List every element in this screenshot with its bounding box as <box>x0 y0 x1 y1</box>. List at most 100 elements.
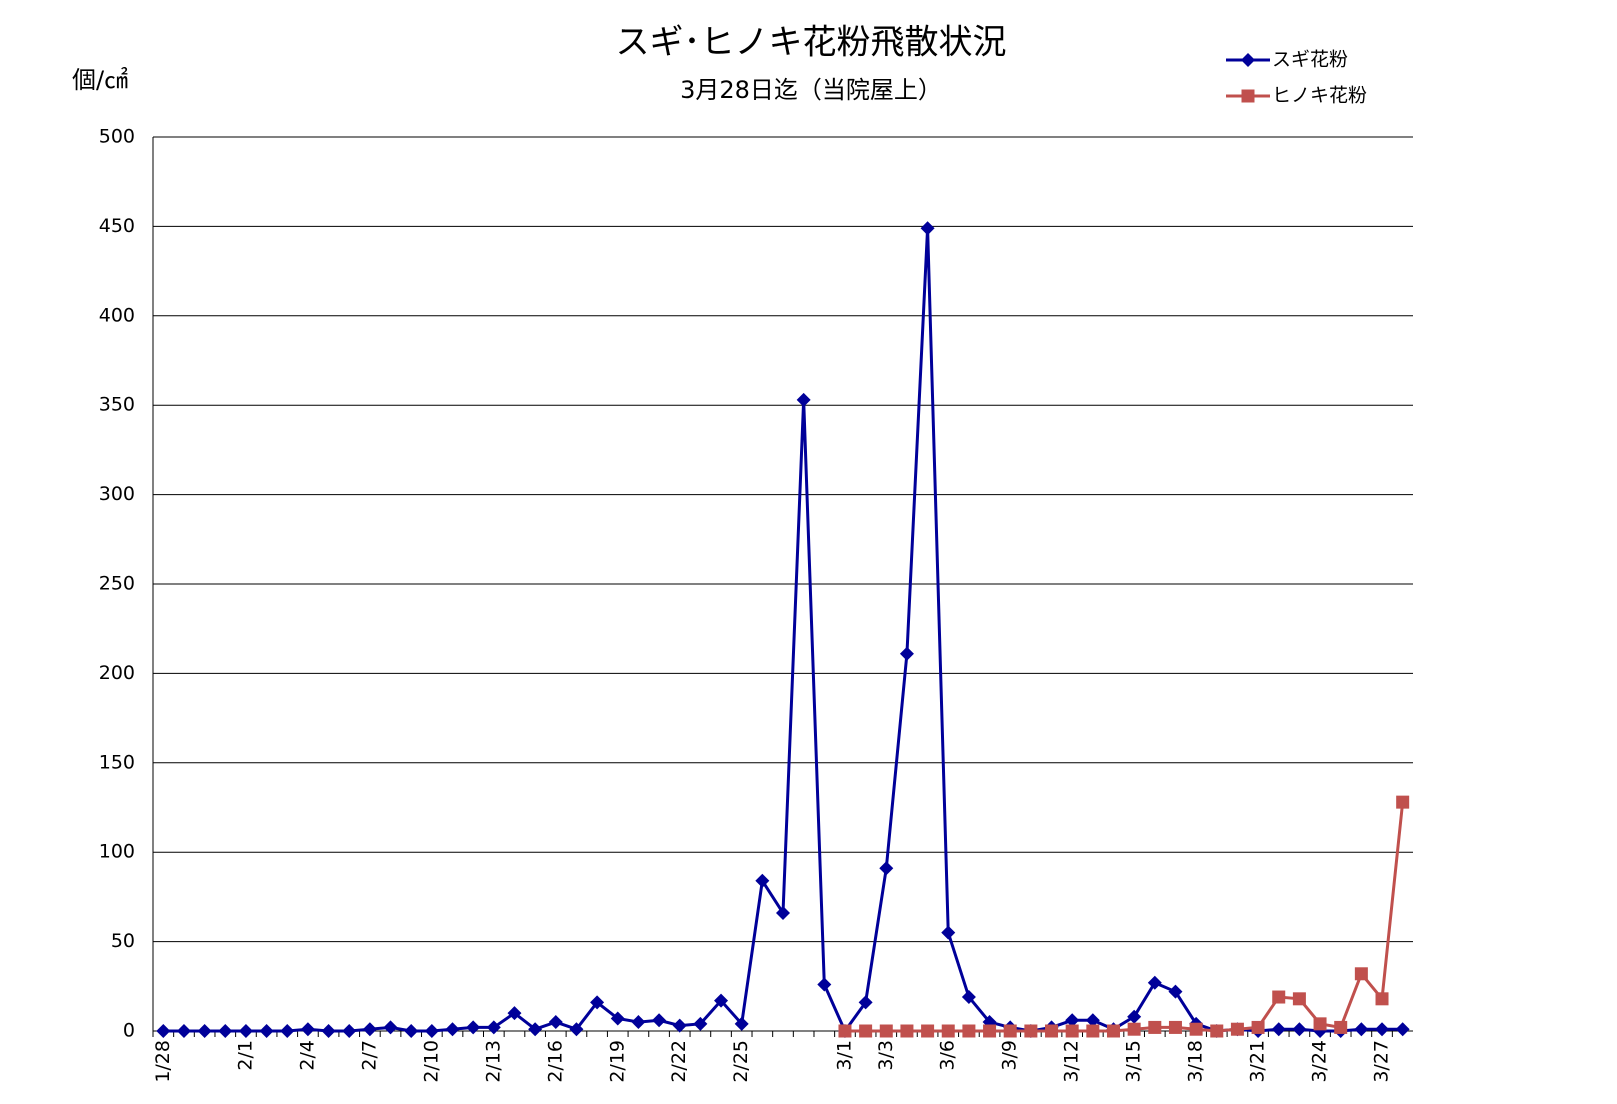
marker <box>755 873 770 888</box>
marker <box>858 995 873 1010</box>
marker <box>982 1015 997 1030</box>
marker <box>1065 1024 1079 1038</box>
marker <box>610 1011 625 1026</box>
marker <box>1168 1020 1182 1034</box>
marker <box>1292 1022 1307 1037</box>
marker <box>1375 1022 1390 1037</box>
marker <box>879 861 894 876</box>
marker <box>672 1018 687 1033</box>
y-tick-label: 500 <box>99 126 135 148</box>
marker <box>652 1013 667 1028</box>
y-tick-label: 100 <box>99 841 135 863</box>
chart-subtitle: 3月28日迄（当院屋上） <box>680 76 942 104</box>
marker <box>1230 1022 1244 1036</box>
series-line <box>844 801 1405 1033</box>
marker <box>1241 89 1255 103</box>
marker <box>507 1006 522 1021</box>
marker <box>218 1024 233 1038</box>
y-tick-label: 50 <box>111 930 135 952</box>
marker <box>1241 53 1255 67</box>
marker <box>941 1024 955 1038</box>
marker <box>342 1024 357 1038</box>
marker <box>859 1024 873 1038</box>
marker <box>1251 1020 1265 1034</box>
y-tick-label: 250 <box>99 573 135 595</box>
marker <box>961 990 976 1005</box>
marker <box>1085 1013 1100 1028</box>
legend-label: スギ花粉 <box>1272 49 1348 71</box>
marker <box>1334 1020 1348 1034</box>
marker <box>714 993 729 1008</box>
x-tick-label: 2/1 <box>234 1040 256 1071</box>
marker <box>156 1024 171 1038</box>
marker <box>548 1015 563 1030</box>
marker <box>424 1024 439 1038</box>
marker <box>1354 1022 1369 1037</box>
marker <box>1045 1024 1059 1038</box>
marker <box>879 1024 893 1038</box>
marker <box>238 1024 253 1038</box>
x-tick-label: 2/7 <box>358 1040 380 1071</box>
x-tick-label: 3/27 <box>1371 1040 1393 1083</box>
x-tick-label: 3/6 <box>937 1040 959 1071</box>
marker <box>962 1024 976 1038</box>
marker <box>1375 992 1389 1006</box>
y-tick-label: 300 <box>99 483 135 505</box>
x-tick-label: 2/16 <box>544 1040 566 1083</box>
x-tick-label: 2/22 <box>668 1040 690 1083</box>
marker <box>899 646 914 661</box>
y-tick-label: 350 <box>99 394 135 416</box>
marker <box>176 1024 191 1038</box>
marker <box>1127 1009 1142 1024</box>
x-tick-label: 3/18 <box>1185 1040 1207 1083</box>
marker <box>1065 1013 1080 1028</box>
marker <box>197 1024 212 1038</box>
x-tick-label: 2/19 <box>606 1040 628 1083</box>
y-tick-label: 0 <box>123 1020 135 1042</box>
marker <box>1003 1024 1017 1038</box>
marker <box>1272 990 1286 1004</box>
marker <box>1127 1022 1141 1036</box>
x-tick-label: 3/3 <box>875 1040 897 1071</box>
x-tick-label: 2/25 <box>730 1040 752 1083</box>
marker <box>1189 1022 1203 1036</box>
marker <box>838 1024 852 1038</box>
marker <box>300 1022 315 1037</box>
marker <box>1024 1024 1038 1038</box>
marker <box>900 1024 914 1038</box>
y-tick-label: 200 <box>99 662 135 684</box>
marker <box>1396 795 1410 809</box>
x-tick-label: 2/10 <box>420 1040 442 1083</box>
y-tick-label: 400 <box>99 304 135 326</box>
marker <box>921 1024 935 1038</box>
chart-title: スギ･ヒノキ花粉飛散状況 <box>616 23 1007 63</box>
marker <box>693 1016 708 1031</box>
marker <box>528 1022 543 1037</box>
marker <box>734 1016 749 1031</box>
x-tick-label: 3/24 <box>1309 1040 1331 1083</box>
marker <box>1354 967 1368 981</box>
marker <box>1148 1020 1162 1034</box>
y-tick-label: 450 <box>99 215 135 237</box>
marker <box>259 1024 274 1038</box>
x-tick-label: 2/13 <box>482 1040 504 1083</box>
marker <box>920 221 935 236</box>
x-tick-label: 2/4 <box>296 1040 318 1071</box>
y-axis-label: 個/㎠ <box>72 66 128 94</box>
x-tick-label: 3/9 <box>999 1040 1021 1071</box>
marker <box>1271 1022 1286 1037</box>
marker <box>817 977 832 992</box>
marker <box>445 1022 460 1037</box>
marker <box>321 1024 336 1038</box>
marker <box>1313 1017 1327 1031</box>
x-tick-label: 3/1 <box>833 1040 855 1071</box>
marker <box>796 392 811 407</box>
marker <box>1147 975 1162 990</box>
marker <box>280 1024 295 1038</box>
marker <box>1395 1022 1410 1037</box>
marker <box>383 1020 398 1035</box>
marker <box>1168 984 1183 999</box>
marker <box>1210 1024 1224 1038</box>
x-tick-label: 3/15 <box>1123 1040 1145 1083</box>
